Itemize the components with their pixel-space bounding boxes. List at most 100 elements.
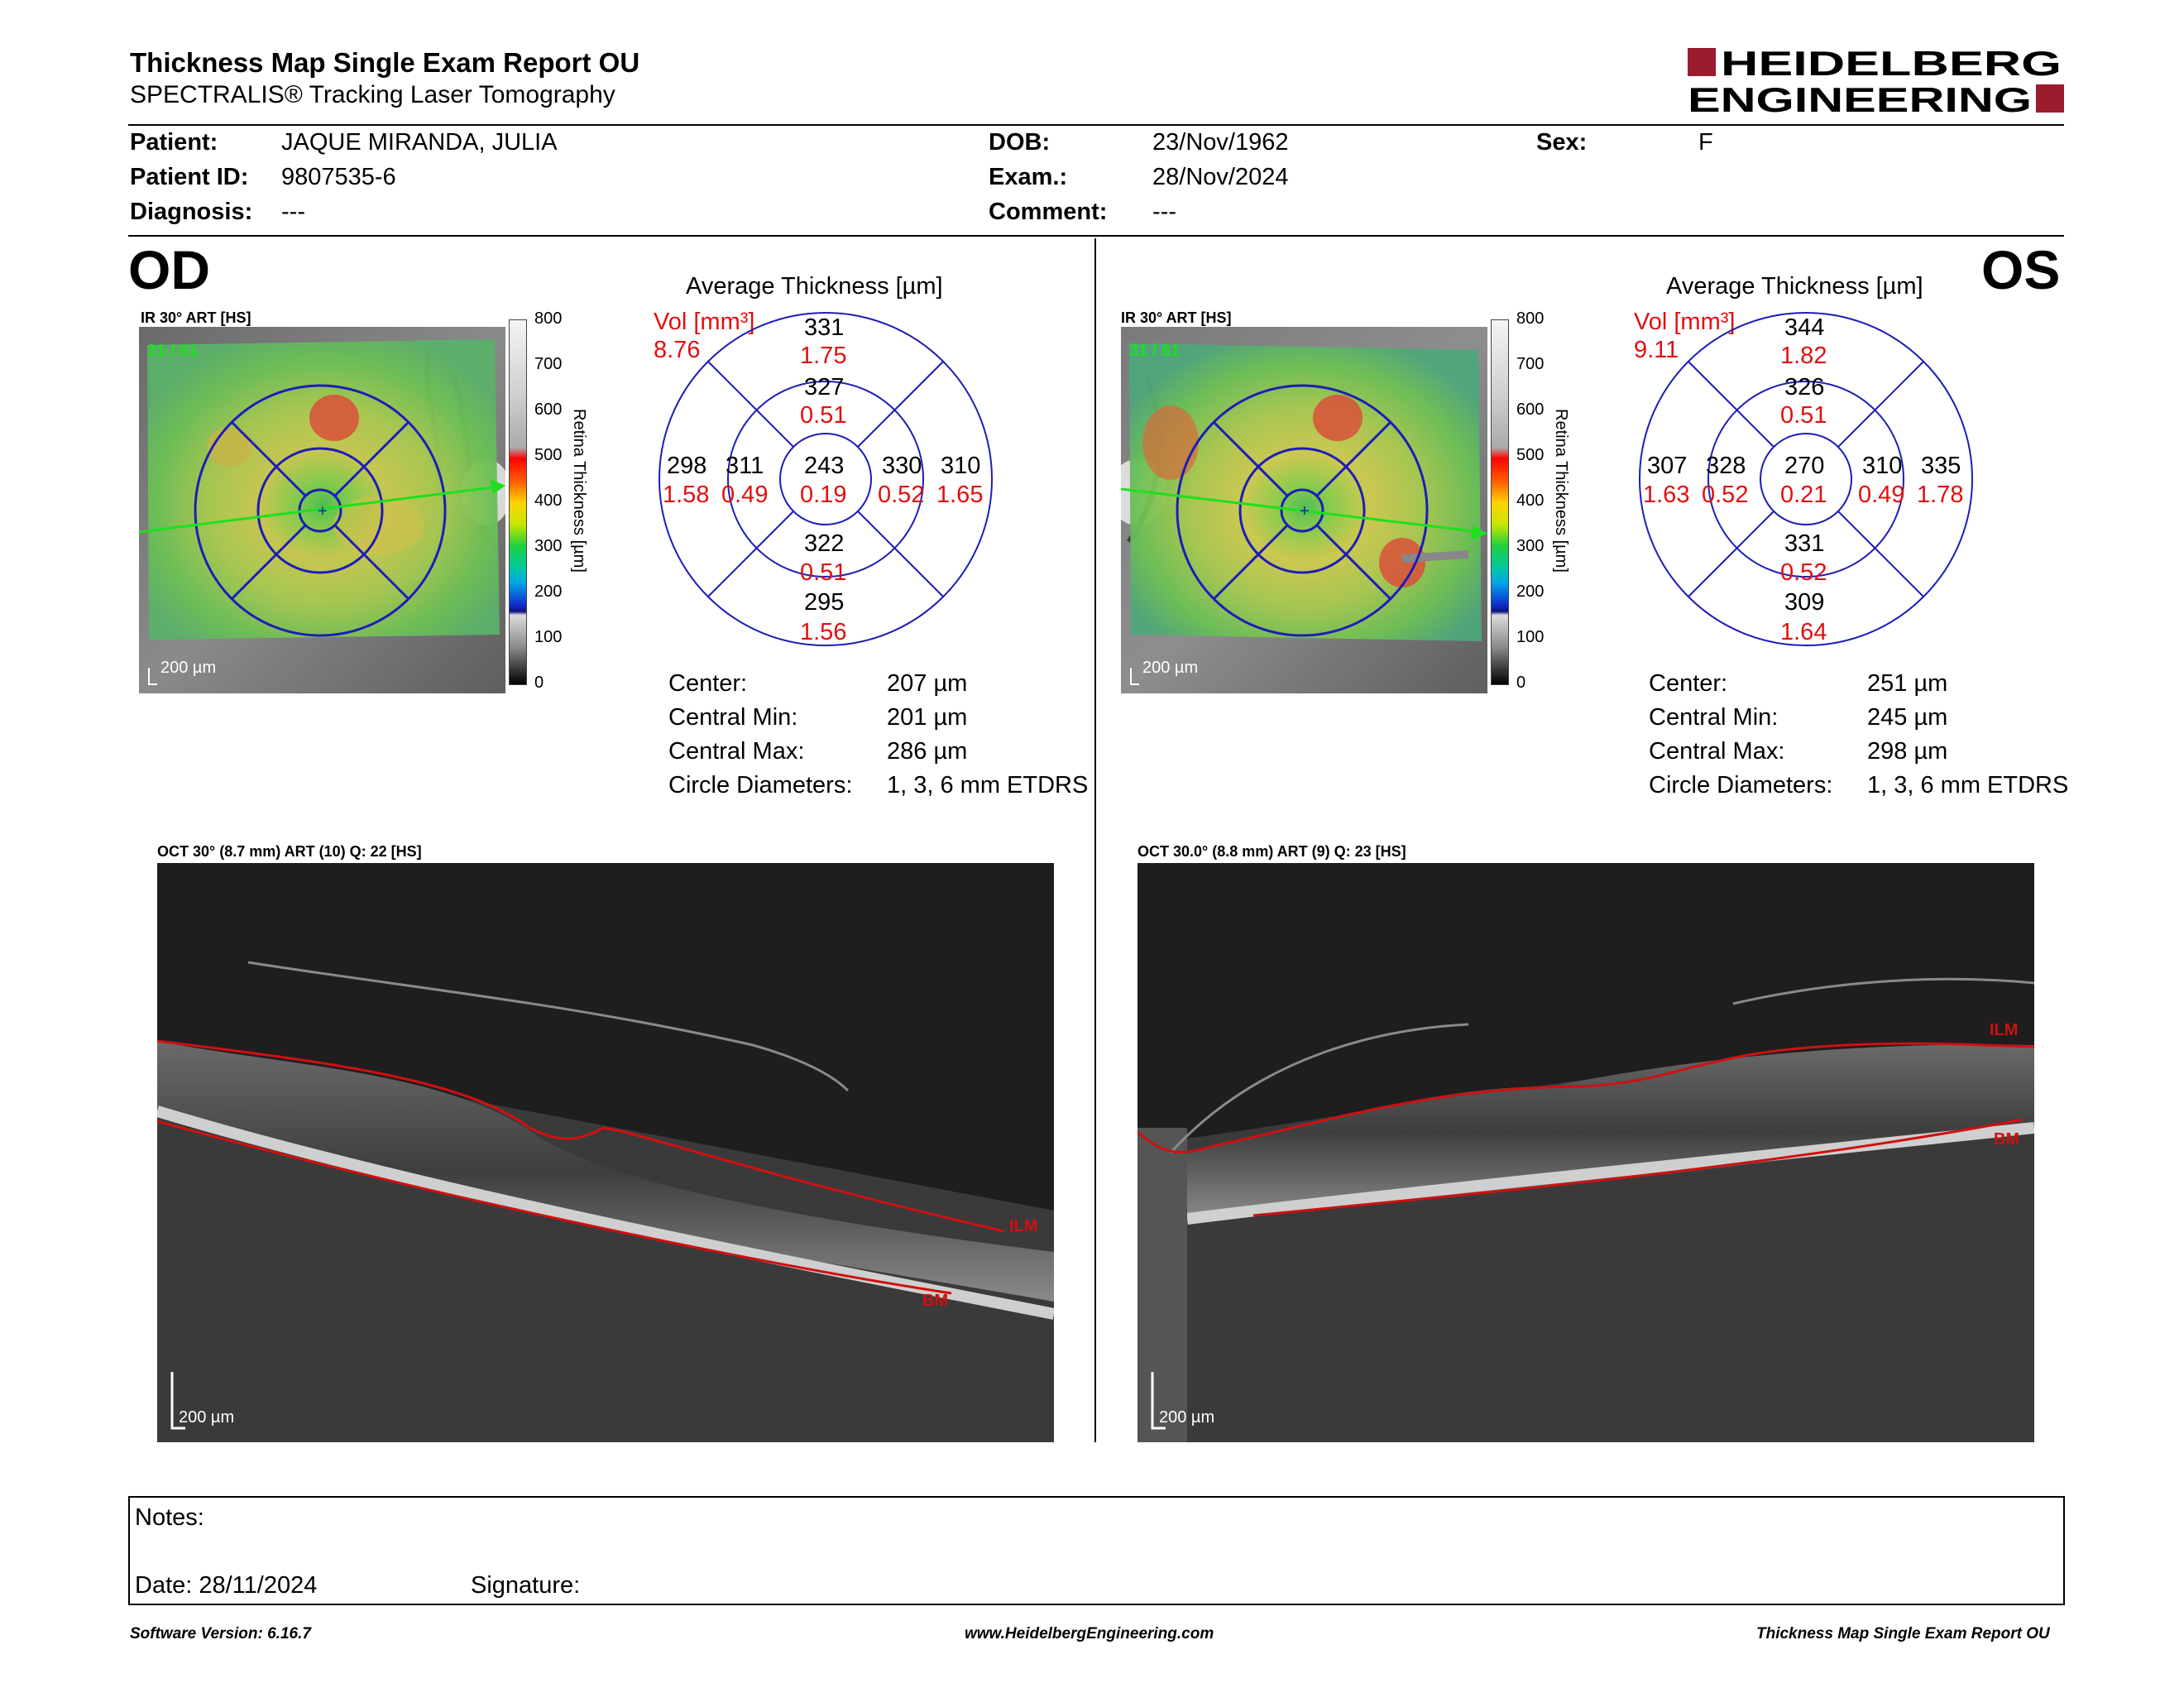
od-cb-tick: 800 xyxy=(534,309,563,328)
od-min-label: Central Min: xyxy=(668,704,798,731)
os-vol-value: 9.11 xyxy=(1634,337,1679,363)
od-oct-label: OCT 30° (8.7 mm) ART (10) Q: 22 [HS] xyxy=(157,843,422,860)
os-eye-label: OS xyxy=(1981,239,2061,300)
od-cb-tick: 700 xyxy=(534,355,563,373)
od-max-label: Central Max: xyxy=(668,738,805,765)
os-colorbar xyxy=(1491,319,1509,685)
os-cb-tick: 200 xyxy=(1516,583,1545,601)
os-center-volume: 0.21 xyxy=(1780,482,1827,508)
od-inner-left-volume: 0.49 xyxy=(721,482,769,508)
os-center-thickness: 270 xyxy=(1784,453,1825,479)
od-vol-label: Vol [mm³] xyxy=(654,309,755,335)
eye-divider xyxy=(1094,238,1096,1442)
os-inner-sup-thickness: 326 xyxy=(1784,374,1825,400)
od-outer-right-volume: 1.65 xyxy=(936,482,984,508)
footer-website[interactable]: www.HeidelbergEngineering.com xyxy=(965,1625,1214,1642)
os-outer-sup-volume: 1.82 xyxy=(1780,343,1827,369)
logo-line2: ENGINEERING xyxy=(1688,80,2032,116)
os-cb-tick: 600 xyxy=(1516,400,1545,419)
os-oct-label: OCT 30.0° (8.8 mm) ART (9) Q: 23 [HS] xyxy=(1138,843,1406,860)
os-oct-scan: ILM BM 200 µm xyxy=(1138,863,2034,1442)
od-inner-inf-thickness: 322 xyxy=(804,530,845,557)
os-bm-label: BM xyxy=(1994,1130,2019,1149)
od-outer-inf-thickness: 295 xyxy=(804,589,845,616)
patient-divider xyxy=(128,235,2064,237)
od-center-label: Center: xyxy=(668,670,748,697)
os-cb-tick: 100 xyxy=(1516,628,1545,646)
os-min-value: 245 µm xyxy=(1867,704,1948,731)
od-outer-left-thickness: 298 xyxy=(667,453,707,479)
os-circ-value: 1, 3, 6 mm ETDRS xyxy=(1867,772,2069,798)
os-circ-label: Circle Diameters: xyxy=(1649,772,1833,798)
os-center-label: Center: xyxy=(1649,670,1728,697)
patient-id-value: 9807535-6 xyxy=(281,164,396,190)
logo-line1: HEIDELBERG xyxy=(1721,46,2062,83)
patient-value: JAQUE MIRANDA, JULIA xyxy=(281,129,558,156)
os-inner-inf-thickness: 331 xyxy=(1784,530,1825,557)
date-label: Date: 28/11/2024 xyxy=(135,1572,318,1599)
od-eye-label: OD xyxy=(128,239,210,300)
od-center-volume: 0.19 xyxy=(800,482,847,508)
od-cb-tick: 100 xyxy=(534,628,563,646)
patient-id-label: Patient ID: xyxy=(130,164,249,190)
os-outer-right-thickness: 335 xyxy=(1921,453,1961,479)
os-outer-inf-volume: 1.64 xyxy=(1780,619,1827,645)
os-oct-scale: 200 µm xyxy=(1159,1408,1214,1427)
od-outer-sup-thickness: 331 xyxy=(804,314,845,341)
comment-label: Comment: xyxy=(989,199,1108,225)
footer-version: Software Version: 6.16.7 xyxy=(130,1625,311,1642)
os-cb-tick: 400 xyxy=(1516,492,1545,510)
od-min-value: 201 µm xyxy=(887,704,968,731)
os-inner-left-volume: 0.52 xyxy=(1702,482,1749,508)
os-max-label: Central Max: xyxy=(1649,738,1785,765)
os-cb-tick: 700 xyxy=(1516,355,1545,373)
os-cb-tick: 500 xyxy=(1516,446,1545,464)
od-vol-value: 8.76 xyxy=(654,337,701,363)
od-oct-scale: 200 µm xyxy=(179,1408,234,1427)
od-ilm-label: ILM xyxy=(1009,1217,1037,1235)
od-inner-right-thickness: 330 xyxy=(882,453,922,479)
svg-text:+: + xyxy=(318,502,328,520)
od-cb-tick: 600 xyxy=(534,400,563,419)
od-cb-tick: 300 xyxy=(534,537,563,555)
os-cb-tick: 0 xyxy=(1516,674,1526,692)
od-cb-tick: 400 xyxy=(534,492,563,510)
od-etdrs-grid xyxy=(659,312,993,646)
od-cb-tick: 200 xyxy=(534,583,563,601)
od-center-thickness: 243 xyxy=(804,453,845,479)
os-etdrs-overlay xyxy=(1176,384,1429,637)
os-avg-title: Average Thickness [µm] xyxy=(1666,273,1923,300)
os-ir-counter: 31 / 61 xyxy=(1129,342,1180,360)
od-outer-sup-volume: 1.75 xyxy=(800,343,847,369)
os-max-value: 298 µm xyxy=(1867,738,1948,765)
header-divider xyxy=(128,124,2064,126)
sex-label: Sex: xyxy=(1536,129,1588,156)
os-outer-inf-thickness: 309 xyxy=(1784,589,1825,616)
od-thickness-map: + 31 / 61 200 µm xyxy=(139,327,505,693)
os-colorbar-title: Retina Thickness [µm] xyxy=(1552,409,1570,573)
os-inner-sup-volume: 0.51 xyxy=(1780,402,1827,429)
report-title: Thickness Map Single Exam Report OU xyxy=(130,47,640,78)
od-center-value: 207 µm xyxy=(887,670,968,697)
os-inner-right-thickness: 310 xyxy=(1862,453,1903,479)
os-min-label: Central Min: xyxy=(1649,704,1779,731)
od-bm-label: BM xyxy=(922,1292,948,1310)
notes-label: Notes: xyxy=(135,1504,204,1531)
os-outer-right-volume: 1.78 xyxy=(1917,482,1964,508)
os-center-value: 251 µm xyxy=(1867,670,1948,697)
od-circ-label: Circle Diameters: xyxy=(668,772,853,798)
os-outer-left-thickness: 307 xyxy=(1647,453,1688,479)
od-oct-scan: ILM BM 200 µm xyxy=(157,863,1054,1442)
od-inner-sup-thickness: 327 xyxy=(804,374,845,400)
dob-value: 23/Nov/1962 xyxy=(1152,129,1289,156)
os-ir-scale: 200 µm xyxy=(1142,659,1198,677)
od-cb-tick: 0 xyxy=(534,674,544,692)
os-etdrs-grid xyxy=(1639,312,1973,646)
os-outer-sup-thickness: 344 xyxy=(1784,314,1825,341)
os-cb-tick: 300 xyxy=(1516,537,1545,555)
report-subtitle: SPECTRALIS® Tracking Laser Tomography xyxy=(130,81,615,108)
od-max-value: 286 µm xyxy=(887,738,968,765)
od-colorbar xyxy=(509,319,527,685)
svg-text:+: + xyxy=(1300,502,1310,520)
dob-label: DOB: xyxy=(989,129,1051,156)
